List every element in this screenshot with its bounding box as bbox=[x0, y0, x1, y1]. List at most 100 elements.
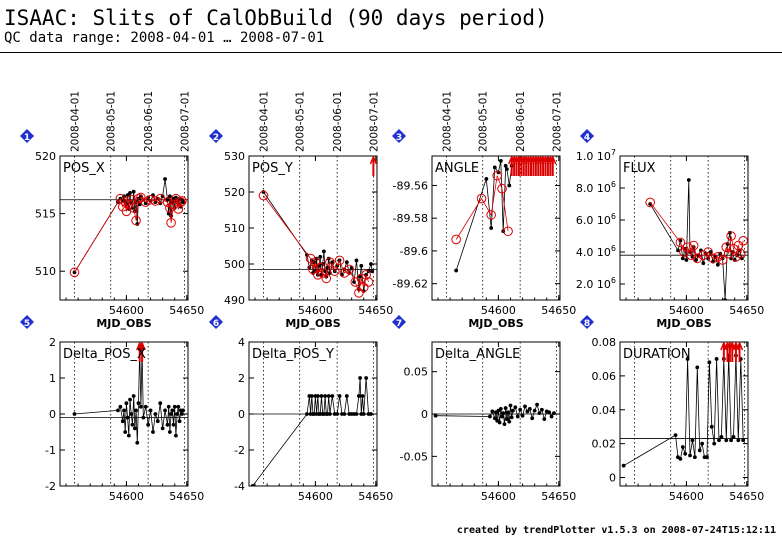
data-point bbox=[358, 274, 362, 279]
y-tick-label: 0.05 bbox=[404, 366, 429, 379]
x-tick-label: 54650 bbox=[729, 304, 764, 317]
data-point bbox=[685, 357, 690, 361]
date-tick-label: 2008-07-01 bbox=[179, 91, 191, 152]
data-point bbox=[520, 413, 525, 418]
y-tick-label: 520 bbox=[35, 150, 56, 163]
data-point bbox=[116, 408, 120, 413]
data-point bbox=[701, 261, 706, 266]
panel-number: 3 bbox=[396, 133, 402, 143]
data-point bbox=[158, 401, 163, 406]
highlight-point bbox=[258, 190, 269, 201]
y-tick-label: 0 bbox=[49, 408, 56, 421]
highlight-point bbox=[721, 242, 732, 252]
data-point bbox=[501, 229, 506, 234]
x-tick-label: 54650 bbox=[169, 304, 204, 317]
data-point bbox=[330, 260, 335, 265]
page-title: ISAAC: Slits of CalObBuild (90 days peri… bbox=[4, 6, 548, 30]
data-point bbox=[136, 401, 141, 406]
data-point bbox=[369, 262, 373, 266]
data-point bbox=[542, 417, 547, 421]
panel-number: 7 bbox=[396, 319, 402, 329]
highlight-point bbox=[321, 273, 332, 284]
data-point bbox=[160, 426, 165, 431]
highlight-point bbox=[675, 237, 686, 248]
x-tick-label: 54600 bbox=[298, 304, 333, 317]
y-tick-label: 4.0 106 bbox=[576, 244, 616, 259]
highlight-point bbox=[503, 226, 513, 237]
data-point bbox=[170, 408, 175, 413]
highlight-point bbox=[731, 251, 741, 262]
y-tick-label: -2 bbox=[234, 444, 245, 457]
data-point bbox=[305, 412, 309, 416]
data-point bbox=[501, 411, 506, 416]
highlight-point bbox=[492, 170, 503, 181]
x-tick-label: 54650 bbox=[358, 490, 393, 503]
data-point bbox=[131, 394, 136, 398]
panel-number: 5 bbox=[24, 319, 30, 329]
data-point bbox=[504, 417, 509, 421]
data-point bbox=[736, 438, 741, 443]
data-point bbox=[673, 433, 678, 438]
data-point bbox=[454, 268, 459, 273]
data-point bbox=[549, 414, 554, 419]
data-point bbox=[359, 263, 364, 268]
x-tick-label: 54600 bbox=[669, 304, 704, 317]
data-point bbox=[708, 250, 713, 254]
highlight-point bbox=[177, 196, 187, 206]
data-point bbox=[513, 405, 518, 410]
data-point bbox=[124, 401, 129, 406]
y-tick-label: 0 bbox=[421, 408, 428, 421]
date-tick-label: 2008-07-01 bbox=[551, 91, 563, 152]
header: ISAAC: Slits of CalObBuild (90 days peri… bbox=[4, 6, 548, 46]
data-point bbox=[128, 190, 132, 195]
out-of-range-arrow bbox=[369, 156, 377, 165]
data-point bbox=[122, 408, 126, 413]
data-point bbox=[125, 415, 130, 420]
data-point bbox=[344, 260, 349, 265]
data-layer bbox=[645, 178, 748, 300]
highlight-point bbox=[703, 247, 713, 257]
highlight-point bbox=[128, 203, 139, 213]
data-point bbox=[509, 415, 514, 420]
data-layer bbox=[621, 342, 746, 468]
out-of-range-arrow bbox=[549, 156, 557, 165]
panel-frame bbox=[619, 155, 749, 301]
x-tick-label: 54600 bbox=[481, 304, 516, 317]
data-point bbox=[688, 453, 692, 458]
y-tick-label: 1.0 107 bbox=[576, 148, 616, 163]
data-point bbox=[129, 412, 134, 416]
highlight-point bbox=[451, 234, 461, 245]
panel-number: 1 bbox=[24, 133, 30, 143]
x-tick-label: 54600 bbox=[481, 490, 516, 503]
highlight-point bbox=[476, 193, 487, 204]
data-point bbox=[498, 159, 503, 163]
data-point bbox=[697, 448, 702, 453]
y-tick-label: 0.04 bbox=[592, 404, 617, 417]
data-point bbox=[330, 394, 335, 398]
data-point bbox=[680, 445, 685, 449]
date-tick-label: 2008-04-01 bbox=[441, 91, 453, 152]
data-point bbox=[712, 441, 717, 446]
data-point bbox=[686, 178, 691, 182]
highlight-point bbox=[708, 253, 718, 264]
panel-label: Delta_POS_Y bbox=[252, 347, 334, 362]
data-point bbox=[504, 167, 509, 171]
data-point bbox=[532, 408, 537, 413]
data-point bbox=[497, 420, 502, 425]
data-point bbox=[683, 451, 688, 456]
x-tick-label: 54600 bbox=[298, 490, 333, 503]
y-tick-label: -2 bbox=[45, 480, 56, 493]
highlight-point bbox=[682, 242, 693, 252]
x-tick-label: 54600 bbox=[669, 490, 704, 503]
y-tick-label: 530 bbox=[224, 150, 245, 163]
highlight-point bbox=[645, 197, 655, 208]
panel-number-icon bbox=[209, 315, 223, 329]
y-tick-label: 0 bbox=[238, 408, 245, 421]
data-point bbox=[723, 298, 727, 300]
data-point bbox=[137, 202, 142, 207]
data-point bbox=[323, 394, 327, 398]
data-point bbox=[155, 419, 160, 424]
panel-number-icon bbox=[580, 129, 594, 143]
data-point bbox=[507, 183, 512, 188]
